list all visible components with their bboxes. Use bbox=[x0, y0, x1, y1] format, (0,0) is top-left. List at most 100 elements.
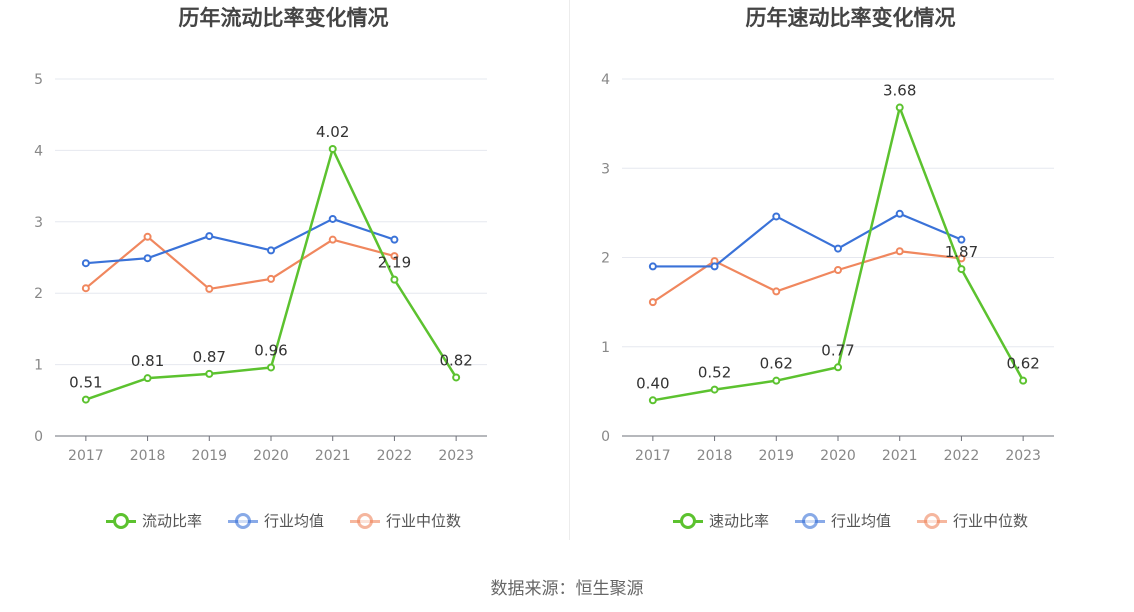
legend-label: 速动比率 bbox=[708, 512, 769, 530]
data-point[interactable] bbox=[267, 363, 275, 372]
legend-item[interactable]: 行业中位数 bbox=[917, 510, 1028, 531]
data-point[interactable] bbox=[710, 262, 719, 271]
chart-title: 历年速动比率变化情况 bbox=[745, 6, 956, 30]
data-point[interactable] bbox=[143, 232, 152, 241]
data-point[interactable] bbox=[390, 235, 399, 244]
data-source-label: 数据来源：恒生聚源 bbox=[490, 579, 644, 599]
data-point[interactable] bbox=[648, 396, 657, 405]
data-point[interactable] bbox=[143, 374, 152, 383]
data-point[interactable] bbox=[710, 385, 719, 394]
series-line-s1 bbox=[85, 217, 395, 265]
data-point[interactable] bbox=[81, 395, 90, 404]
data-label: 0.87 bbox=[193, 348, 226, 366]
legend-label: 行业中位数 bbox=[386, 512, 462, 530]
chart-current-ratio: 0 1 2 3 4 5 2017 2018 2019 2020 2021 2022 2023 0.51 0.… bbox=[0, 0, 567, 560]
data-point[interactable] bbox=[772, 376, 781, 385]
x-tick-label: 2021 bbox=[315, 448, 351, 464]
data-point[interactable] bbox=[895, 209, 904, 218]
y-tick-label: 0 bbox=[601, 429, 610, 445]
y-tick-label: 2 bbox=[34, 286, 43, 302]
series-line-s2 bbox=[652, 250, 962, 304]
data-point[interactable] bbox=[205, 369, 214, 378]
y-tick-label: 5 bbox=[34, 72, 43, 88]
legend-label: 行业均值 bbox=[830, 512, 891, 530]
legend-marker-icon bbox=[794, 512, 825, 529]
legend-marker-icon bbox=[672, 512, 703, 529]
data-point[interactable] bbox=[648, 298, 657, 307]
legend-marker-icon bbox=[917, 512, 947, 529]
data-label: 4.02 bbox=[316, 123, 349, 141]
y-tick-label: 3 bbox=[34, 215, 43, 231]
data-point[interactable] bbox=[267, 246, 275, 255]
data-label: 0.51 bbox=[69, 374, 102, 392]
data-point[interactable] bbox=[957, 235, 966, 244]
data-label: 2.19 bbox=[378, 254, 411, 272]
data-point[interactable] bbox=[267, 274, 275, 283]
data-label: 0.77 bbox=[821, 341, 854, 359]
data-point[interactable] bbox=[81, 259, 90, 268]
data-point[interactable] bbox=[81, 284, 90, 293]
chart-title: 历年流动比率变化情况 bbox=[178, 6, 389, 30]
data-point[interactable] bbox=[390, 252, 399, 261]
data-label: 0.40 bbox=[636, 374, 669, 392]
data-point[interactable] bbox=[834, 363, 842, 372]
legend-item[interactable]: 行业中位数 bbox=[350, 510, 461, 531]
legend-item[interactable]: 速动比率 bbox=[672, 510, 769, 531]
legend-label: 流动比率 bbox=[141, 512, 202, 530]
data-point[interactable] bbox=[957, 265, 966, 274]
data-point[interactable] bbox=[205, 284, 214, 293]
data-point[interactable] bbox=[328, 235, 337, 244]
legend-item[interactable]: 流动比率 bbox=[105, 510, 202, 531]
series-line-s2 bbox=[85, 235, 395, 291]
chart-legend: 速动比率 行业均值 行业中位数 bbox=[567, 510, 1134, 531]
data-point[interactable] bbox=[390, 275, 399, 284]
data-point[interactable] bbox=[328, 214, 337, 223]
data-label: 0.96 bbox=[254, 341, 287, 359]
data-point[interactable] bbox=[205, 232, 214, 241]
legend-marker-icon bbox=[105, 512, 136, 529]
data-label: 0.81 bbox=[131, 352, 164, 370]
x-tick-label: 2018 bbox=[130, 448, 166, 464]
x-tick-label: 2017 bbox=[68, 448, 104, 464]
y-tick-label: 1 bbox=[34, 358, 43, 374]
x-tick-label: 2020 bbox=[253, 448, 289, 464]
data-label: 3.68 bbox=[883, 82, 916, 100]
legend-label: 行业中位数 bbox=[953, 512, 1029, 530]
y-tick-label: 0 bbox=[34, 429, 43, 445]
data-point[interactable] bbox=[648, 262, 657, 271]
data-label: 1.87 bbox=[945, 243, 978, 261]
y-tick-label: 3 bbox=[601, 161, 610, 177]
legend-item[interactable]: 行业均值 bbox=[227, 510, 324, 531]
chart-svg-current-ratio: 0 1 2 3 4 5 2017 2018 2019 2020 2021 2022 2023 0.51 0.… bbox=[34, 72, 487, 464]
x-tick-label: 2018 bbox=[697, 448, 733, 464]
data-label: 0.82 bbox=[439, 351, 472, 369]
legend-item[interactable]: 行业均值 bbox=[794, 510, 891, 531]
data-point[interactable] bbox=[452, 373, 461, 382]
y-tick-label: 1 bbox=[601, 340, 610, 356]
legend-marker-icon bbox=[227, 512, 258, 529]
x-tick-label: 2020 bbox=[820, 448, 856, 464]
x-tick-label: 2023 bbox=[438, 448, 474, 464]
x-tick-label: 2019 bbox=[191, 448, 227, 464]
data-point[interactable] bbox=[772, 287, 781, 296]
data-point[interactable] bbox=[834, 265, 842, 274]
data-point[interactable] bbox=[328, 144, 337, 153]
data-point[interactable] bbox=[895, 103, 904, 112]
x-tick-label: 2019 bbox=[758, 448, 794, 464]
x-tick-label: 2023 bbox=[1005, 448, 1041, 464]
x-tick-label: 2021 bbox=[882, 448, 918, 464]
legend-label: 行业均值 bbox=[263, 512, 324, 530]
y-tick-label: 4 bbox=[34, 143, 43, 159]
data-point[interactable] bbox=[1019, 376, 1028, 385]
y-tick-label: 2 bbox=[601, 251, 610, 267]
chart-legend: 流动比率 行业均值 行业中位数 bbox=[0, 510, 567, 531]
data-point[interactable] bbox=[772, 212, 781, 221]
panel-divider bbox=[569, 0, 570, 540]
data-point[interactable] bbox=[143, 254, 152, 263]
legend-marker-icon bbox=[350, 512, 380, 529]
data-label: 0.52 bbox=[698, 364, 731, 382]
series-line-s1 bbox=[652, 212, 962, 268]
data-point[interactable] bbox=[834, 244, 842, 253]
data-point[interactable] bbox=[895, 247, 904, 256]
x-tick-label: 2022 bbox=[377, 448, 413, 464]
